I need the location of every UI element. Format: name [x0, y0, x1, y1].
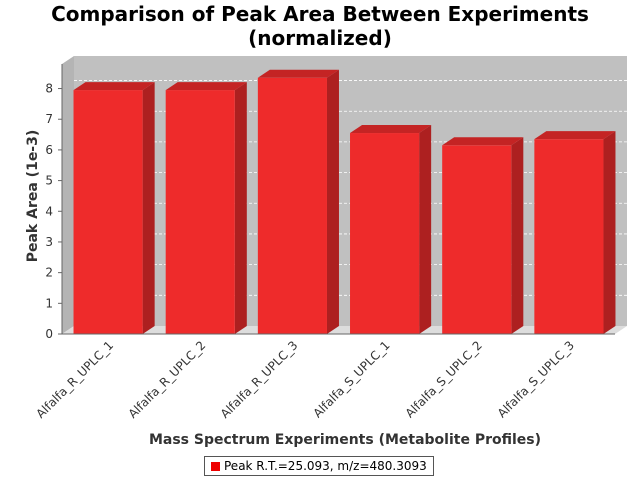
- chart-title-line-1: Comparison of Peak Area Between Experime…: [51, 2, 589, 26]
- bar-4: [350, 125, 432, 334]
- y-tick-label: 5: [45, 174, 53, 188]
- bar-front: [165, 90, 235, 334]
- x-tick-label: Alfalfa_R_UPLC_3: [218, 338, 301, 421]
- x-tick-label: Alfalfa_R_UPLC_2: [126, 338, 209, 421]
- axes: [58, 64, 615, 335]
- y-tick-labels: 0 1 2 3 4 5 6 7 8: [45, 82, 53, 341]
- bar-top: [534, 131, 616, 140]
- x-tick-label: Alfalfa_S_UPLC_3: [495, 338, 577, 420]
- bar-side: [234, 82, 247, 334]
- bar-side: [419, 125, 432, 334]
- legend-swatch: [211, 461, 220, 471]
- x-tick-label: Alfalfa_S_UPLC_2: [403, 338, 485, 420]
- chart-title-line-2: (normalized): [248, 26, 392, 50]
- y-tick-label: 6: [45, 143, 53, 157]
- x-axis-title: Mass Spectrum Experiments (Metabolite Pr…: [149, 432, 541, 448]
- chart-title: Comparison of Peak Area Between Experime…: [0, 2, 640, 50]
- bar-side: [603, 131, 616, 334]
- legend: Peak R.T.=25.093, m/z=480.3093: [204, 456, 434, 476]
- x-tick-label: Alfalfa_R_UPLC_1: [33, 338, 116, 421]
- bar-side: [511, 137, 524, 334]
- y-tick-label: 3: [45, 235, 53, 249]
- bar-2: [165, 82, 247, 334]
- bars: [73, 69, 616, 334]
- bar-side: [142, 82, 155, 334]
- legend-label: Peak R.T.=25.093, m/z=480.3093: [224, 459, 427, 473]
- y-tick-label: 7: [45, 112, 53, 126]
- bar-1: [73, 82, 155, 334]
- bar-front: [257, 77, 327, 334]
- bar-3: [257, 69, 339, 334]
- bar-side: [326, 69, 339, 334]
- y-tick-label: 8: [45, 82, 53, 96]
- y-tick-label: 0: [45, 327, 53, 341]
- bar-front: [442, 145, 512, 334]
- bar-6: [534, 131, 616, 334]
- bar-top: [442, 137, 524, 146]
- plot-left-wall: [62, 56, 74, 334]
- bar-top: [257, 69, 339, 78]
- y-axis-title: Peak Area (1e-3): [25, 130, 41, 263]
- bar-front: [350, 133, 420, 334]
- bar-5: [442, 137, 524, 334]
- y-tick-label: 1: [45, 296, 53, 310]
- bar-top: [73, 82, 155, 91]
- bar-front: [534, 139, 604, 334]
- bar-top: [350, 125, 432, 134]
- y-tick-label: 4: [45, 204, 53, 218]
- bar-front: [73, 90, 143, 334]
- x-tick-label: Alfalfa_S_UPLC_1: [310, 338, 392, 420]
- x-tick-labels: Alfalfa_R_UPLC_1 Alfalfa_R_UPLC_2 Alfalfa_…: [33, 338, 577, 421]
- y-tick-label: 2: [45, 266, 53, 280]
- bar-top: [165, 82, 247, 91]
